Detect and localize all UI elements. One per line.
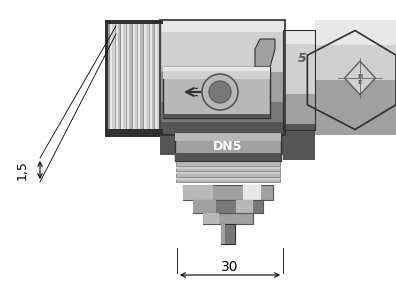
Polygon shape xyxy=(105,20,163,24)
Polygon shape xyxy=(176,178,280,182)
Polygon shape xyxy=(108,20,163,24)
Polygon shape xyxy=(144,22,146,131)
Polygon shape xyxy=(116,22,121,131)
Polygon shape xyxy=(144,22,150,131)
Polygon shape xyxy=(183,185,213,200)
Polygon shape xyxy=(133,22,135,131)
Polygon shape xyxy=(283,30,315,44)
Polygon shape xyxy=(163,67,270,71)
Polygon shape xyxy=(193,200,263,213)
Text: E: E xyxy=(358,79,362,84)
Polygon shape xyxy=(283,44,315,94)
Polygon shape xyxy=(127,22,133,131)
Text: H: H xyxy=(357,73,363,78)
Polygon shape xyxy=(105,133,163,137)
Polygon shape xyxy=(221,224,235,244)
Polygon shape xyxy=(176,172,280,176)
Polygon shape xyxy=(176,172,280,174)
Polygon shape xyxy=(160,32,285,72)
Polygon shape xyxy=(203,213,253,224)
Polygon shape xyxy=(110,22,116,131)
Polygon shape xyxy=(133,22,138,131)
Polygon shape xyxy=(203,213,219,224)
Polygon shape xyxy=(176,166,280,168)
Polygon shape xyxy=(110,22,112,131)
Polygon shape xyxy=(116,22,118,131)
Polygon shape xyxy=(163,67,270,79)
Polygon shape xyxy=(121,22,123,131)
Polygon shape xyxy=(155,22,157,131)
Polygon shape xyxy=(176,161,280,163)
Polygon shape xyxy=(163,67,270,118)
Polygon shape xyxy=(176,178,280,179)
Polygon shape xyxy=(307,30,396,130)
Polygon shape xyxy=(163,114,270,118)
Text: DN5: DN5 xyxy=(213,140,243,153)
Polygon shape xyxy=(236,200,253,213)
Polygon shape xyxy=(283,124,315,160)
Text: 30: 30 xyxy=(221,260,239,274)
Polygon shape xyxy=(175,133,281,161)
Polygon shape xyxy=(150,22,152,131)
Polygon shape xyxy=(155,22,161,131)
Text: 1,5: 1,5 xyxy=(15,160,29,180)
Polygon shape xyxy=(138,22,144,131)
Text: 5: 5 xyxy=(298,52,307,65)
Polygon shape xyxy=(127,22,129,131)
Polygon shape xyxy=(175,133,281,141)
Polygon shape xyxy=(283,94,315,124)
Polygon shape xyxy=(315,45,396,80)
Polygon shape xyxy=(345,61,375,95)
Ellipse shape xyxy=(202,74,238,110)
Polygon shape xyxy=(160,122,285,155)
Polygon shape xyxy=(315,20,396,45)
Polygon shape xyxy=(160,72,285,102)
Polygon shape xyxy=(121,22,127,131)
Polygon shape xyxy=(185,89,228,95)
Polygon shape xyxy=(176,166,280,171)
Polygon shape xyxy=(105,20,108,133)
Polygon shape xyxy=(160,102,285,122)
Polygon shape xyxy=(108,22,163,131)
Polygon shape xyxy=(150,22,155,131)
Polygon shape xyxy=(221,224,225,244)
Polygon shape xyxy=(176,161,280,165)
Polygon shape xyxy=(183,185,273,200)
Polygon shape xyxy=(108,129,163,135)
Polygon shape xyxy=(315,80,396,135)
Polygon shape xyxy=(243,185,261,200)
Polygon shape xyxy=(193,200,216,213)
Polygon shape xyxy=(160,20,285,32)
Polygon shape xyxy=(138,22,140,131)
Polygon shape xyxy=(175,153,281,161)
Polygon shape xyxy=(255,39,275,67)
Ellipse shape xyxy=(209,81,231,103)
